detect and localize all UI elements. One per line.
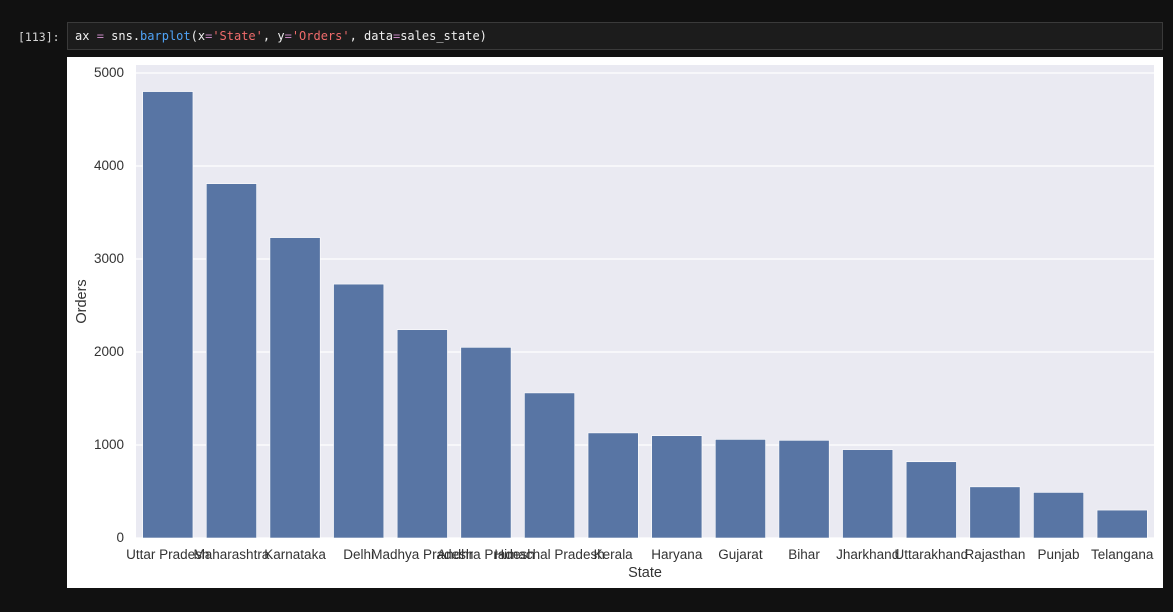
bar — [778, 440, 830, 539]
cell-prompt: [113]: — [18, 30, 60, 44]
code-token: barplot — [140, 29, 191, 43]
bar — [524, 392, 575, 539]
bar — [905, 461, 957, 539]
bar — [396, 329, 448, 539]
x-tick-label: Uttarakhand — [895, 547, 969, 562]
code-token: , y — [262, 29, 285, 43]
bar — [460, 347, 512, 539]
x-tick-label: Delhi — [343, 547, 374, 562]
y-tick-label: 0 — [116, 530, 124, 545]
bar-chart: 0 1000 2000 3000 4000 5000 Uttar PradeshMahara… — [74, 65, 1154, 581]
y-tick-label: 3000 — [94, 251, 124, 266]
bar — [969, 486, 1021, 539]
x-tick-label: Kerala — [594, 547, 634, 562]
bar — [142, 91, 194, 539]
x-tick-label: Andhra Pradesh — [437, 547, 535, 562]
code-token: sns. — [103, 29, 141, 43]
code-token: 'Orders' — [291, 29, 350, 43]
y-tick-label: 4000 — [94, 158, 124, 173]
x-tick-label: Karnataka — [264, 547, 326, 562]
code-token: ax — [75, 29, 97, 43]
bar — [333, 283, 385, 539]
x-tick-label: Bihar — [788, 547, 820, 562]
x-tick-label: Maharashtra — [194, 547, 270, 562]
bar — [715, 439, 766, 539]
code-token: = — [284, 29, 292, 43]
y-axis-label: Orders — [74, 279, 90, 323]
x-tick-label: Telangana — [1091, 547, 1154, 562]
bar — [587, 432, 639, 539]
y-tick-label: 5000 — [94, 65, 124, 80]
bar — [269, 237, 321, 539]
x-axis-label: State — [628, 565, 662, 581]
code-token: (x — [190, 29, 206, 43]
code-token: = — [96, 29, 104, 43]
x-tick-label: Himachal Pradesh — [494, 547, 604, 562]
x-tick-label: Uttar Pradesh — [126, 547, 209, 562]
code-token: sales_state) — [400, 29, 487, 43]
code-input[interactable]: ax = sns.barplot(x='State', y='Orders', … — [67, 22, 1163, 50]
x-tick-label: Madhya Pradesh — [371, 547, 473, 562]
x-tick-label: Rajasthan — [965, 547, 1026, 562]
y-tick-label: 1000 — [94, 437, 124, 452]
code-token: = — [392, 29, 401, 43]
code-token: = — [205, 29, 213, 43]
x-tick-label: Jharkhand — [836, 547, 899, 562]
bar — [1033, 492, 1084, 539]
code-token: , data — [349, 29, 393, 43]
bar — [651, 435, 703, 539]
x-tick-label: Gujarat — [718, 547, 763, 562]
bar — [1096, 509, 1148, 539]
bar — [842, 449, 894, 539]
x-tick-label: Punjab — [1038, 547, 1080, 562]
code-token: 'State' — [212, 29, 263, 43]
x-tick-label: Haryana — [651, 547, 703, 562]
bar — [206, 183, 257, 539]
output-area: 0 1000 2000 3000 4000 5000 Uttar Pradesh Mahara… — [67, 57, 1163, 588]
y-tick-label: 2000 — [94, 344, 124, 359]
